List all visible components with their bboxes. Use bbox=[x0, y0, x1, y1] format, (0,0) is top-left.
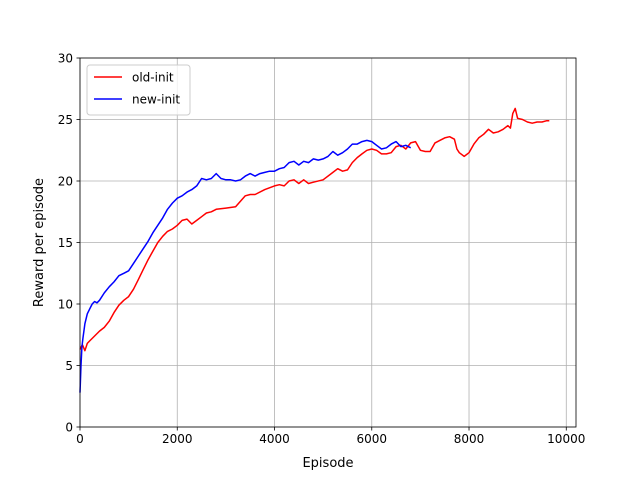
grid bbox=[79, 57, 576, 428]
legend: old-init new-init bbox=[86, 64, 191, 116]
axis-ticks: 0 2000 4000 6000 8000 10000 0 5 10 15 20 25 30 bbox=[58, 52, 586, 447]
y-tick-label: 10 bbox=[58, 298, 73, 312]
x-tick-label: 10000 bbox=[547, 432, 585, 446]
y-tick-label: 15 bbox=[58, 236, 73, 250]
y-tick-label: 30 bbox=[58, 52, 73, 66]
series-line-new-init bbox=[79, 139, 412, 393]
legend-label-new-init: new-init bbox=[132, 93, 180, 107]
y-tick-label: 5 bbox=[65, 359, 73, 373]
y-tick-label: 0 bbox=[65, 421, 73, 435]
x-tick-label: 8000 bbox=[454, 432, 485, 446]
y-tick-label: 20 bbox=[58, 175, 73, 189]
x-tick-label: 0 bbox=[76, 432, 84, 446]
x-tick-label: 6000 bbox=[356, 432, 387, 446]
x-tick-label: 2000 bbox=[162, 432, 193, 446]
series-line-old-init bbox=[79, 107, 550, 352]
legend-label-old-init: old-init bbox=[132, 71, 174, 85]
y-axis-label: Reward per episode bbox=[32, 178, 47, 307]
y-tick-label: 25 bbox=[58, 113, 73, 127]
series-lines bbox=[79, 107, 550, 393]
x-tick-label: 4000 bbox=[259, 432, 290, 446]
x-axis-label: Episode bbox=[302, 456, 353, 471]
